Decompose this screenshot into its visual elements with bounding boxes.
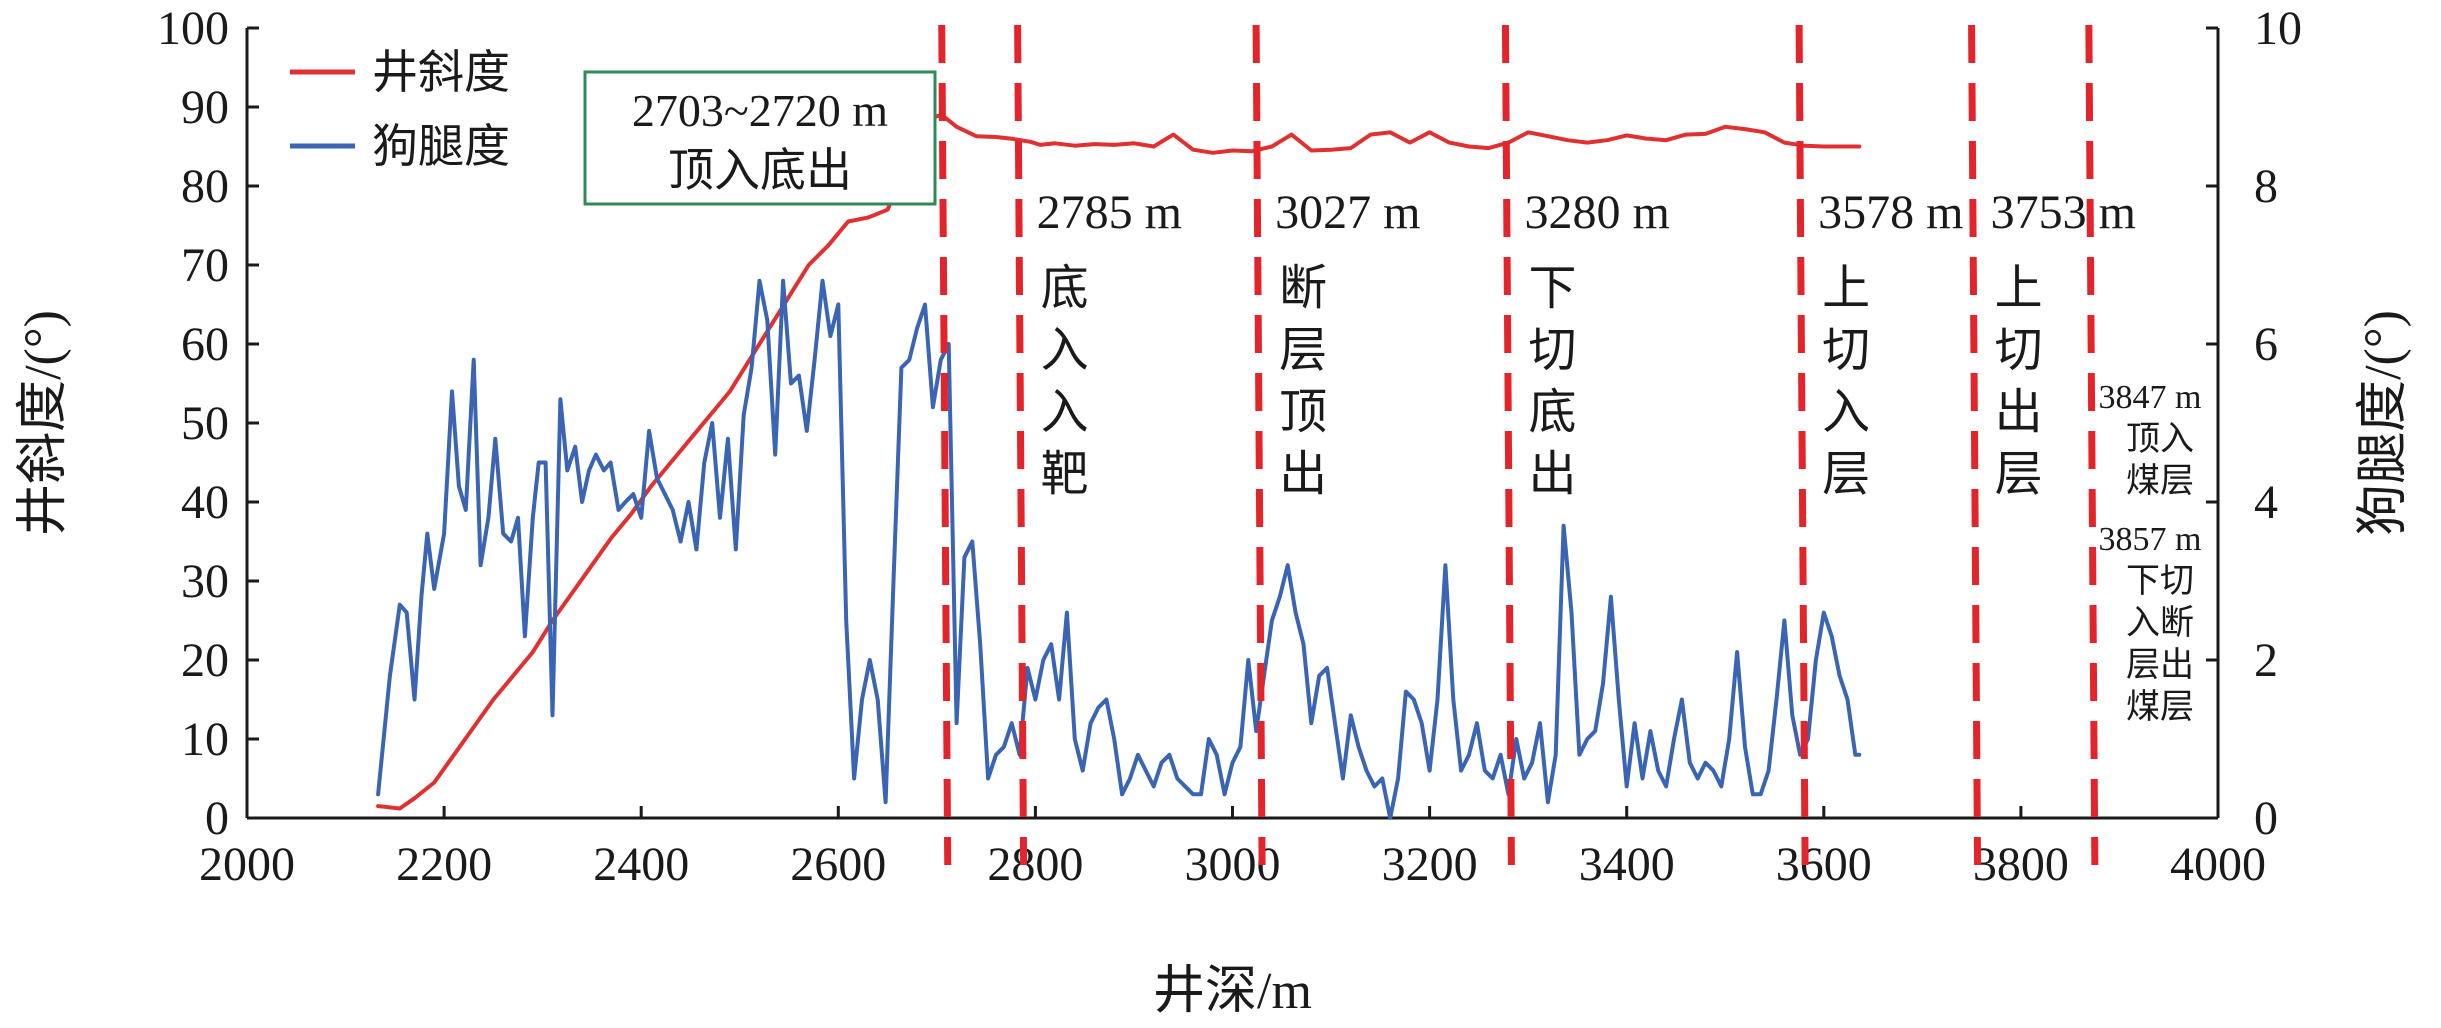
annotation-text: 2703~2720 m	[632, 85, 888, 136]
annotation-text: 底	[1041, 262, 1089, 315]
series-line-dogleg	[376, 278, 1862, 820]
annotation-text: 入	[1041, 386, 1089, 439]
annotation-text: 煤层	[2126, 689, 2194, 726]
annotation-text: 顶入底出	[668, 145, 852, 196]
marker-line	[1014, 24, 1028, 866]
x-tick-label: 3200	[1382, 838, 1478, 891]
x-tick-label: 2200	[396, 838, 492, 891]
y-left-tick-label: 80	[181, 160, 229, 213]
y-left-tick-label: 20	[181, 634, 229, 687]
annotation-text: 2785 m	[1037, 186, 1182, 239]
y-axis-right-title: 狗腿度/(°)	[2355, 310, 2412, 536]
annotation-text: 下	[1528, 262, 1576, 315]
annotation-text: 顶	[1279, 386, 1327, 439]
y-left-tick-label: 10	[181, 713, 229, 766]
x-axis-title: 井深/m	[1153, 963, 1312, 1020]
annotation-text: 切	[1822, 324, 1870, 377]
annotation-text: 上	[1995, 262, 2043, 315]
annotation-text: 3847 m	[2099, 379, 2202, 416]
x-tick-label: 3800	[1973, 838, 2069, 891]
x-tick-label: 4000	[2170, 838, 2266, 891]
annotation-box	[583, 70, 937, 206]
annotation-text: 3578 m	[1818, 186, 1963, 239]
annotation-text: 断	[1279, 262, 1327, 315]
x-tick-label: 2800	[987, 838, 1083, 891]
y-left-tick-label: 40	[181, 476, 229, 529]
annotation-text: 上	[1822, 262, 1870, 315]
x-tick-label: 3000	[1185, 838, 1281, 891]
y-right-tick-label: 0	[2254, 792, 2278, 845]
x-tick-label: 3400	[1579, 838, 1675, 891]
x-tick-label: 2400	[593, 838, 689, 891]
y-right-tick-label: 8	[2254, 160, 2278, 213]
y-right-tick-label: 6	[2254, 318, 2278, 371]
marker-line	[1795, 24, 1809, 866]
annotation-text: 3753 m	[1991, 186, 2136, 239]
y-right-tick-label: 4	[2254, 476, 2278, 529]
marker-line	[1501, 24, 1515, 866]
annotation-text: 入	[1822, 386, 1870, 439]
annotation-text: 底	[1528, 386, 1576, 439]
x-tick-label: 2000	[199, 838, 295, 891]
annotation-text: 入断	[2126, 604, 2194, 642]
y-left-tick-label: 90	[181, 81, 229, 134]
annotation-text: 出	[1995, 386, 2043, 439]
annotation-text: 出	[1279, 448, 1327, 501]
y-left-tick-label: 60	[181, 318, 229, 371]
x-tick-label: 3600	[1776, 838, 1872, 891]
axes-group: 2000 2200 2400 2600 2800 3000 3200 3400 3600 3800…	[15, 2, 2412, 1020]
legend-label-dogleg: 狗腿度	[372, 121, 510, 172]
marker-lines-group	[938, 24, 2099, 866]
x-tick-label: 2600	[790, 838, 886, 891]
annotation-text: 切	[1995, 324, 2043, 377]
annotation-text: 出	[1528, 448, 1576, 501]
series-line-inclination	[376, 112, 1862, 811]
series-group	[376, 112, 1862, 820]
annotation-text: 层	[1995, 448, 2043, 501]
annotation-text: 3857 m	[2099, 521, 2202, 558]
y-left-tick-label: 30	[181, 555, 229, 608]
annotation-text: 入	[1041, 324, 1089, 377]
marker-line	[2085, 24, 2099, 866]
annotation-text: 3280 m	[1524, 186, 1669, 239]
y-left-tick-label: 70	[181, 239, 229, 292]
marker-line	[938, 24, 952, 866]
marker-line	[1252, 24, 1266, 866]
annotation-text: 切	[1528, 324, 1576, 377]
annotation-text: 层	[1822, 448, 1870, 501]
y-left-tick-label: 100	[157, 2, 229, 55]
y-right-tick-label: 10	[2254, 2, 2302, 55]
annotation-text: 靶	[1041, 448, 1089, 501]
annotation-text: 层	[1279, 324, 1327, 377]
y-right-tick-label: 2	[2254, 634, 2278, 687]
annotation-text: 层出	[2126, 646, 2194, 684]
y-axis-left-title: 井斜度/(°)	[15, 310, 72, 536]
y-left-tick-label: 50	[181, 397, 229, 450]
annotation-text: 下切	[2126, 563, 2194, 600]
y-left-tick-label: 0	[205, 792, 229, 845]
annotation-text: 3027 m	[1275, 186, 1420, 239]
annotation-text: 煤层	[2126, 463, 2194, 500]
annotation-text: 顶入	[2126, 421, 2194, 458]
legend-label-inclination: 井斜度	[372, 47, 510, 98]
marker-line	[1968, 24, 1982, 866]
